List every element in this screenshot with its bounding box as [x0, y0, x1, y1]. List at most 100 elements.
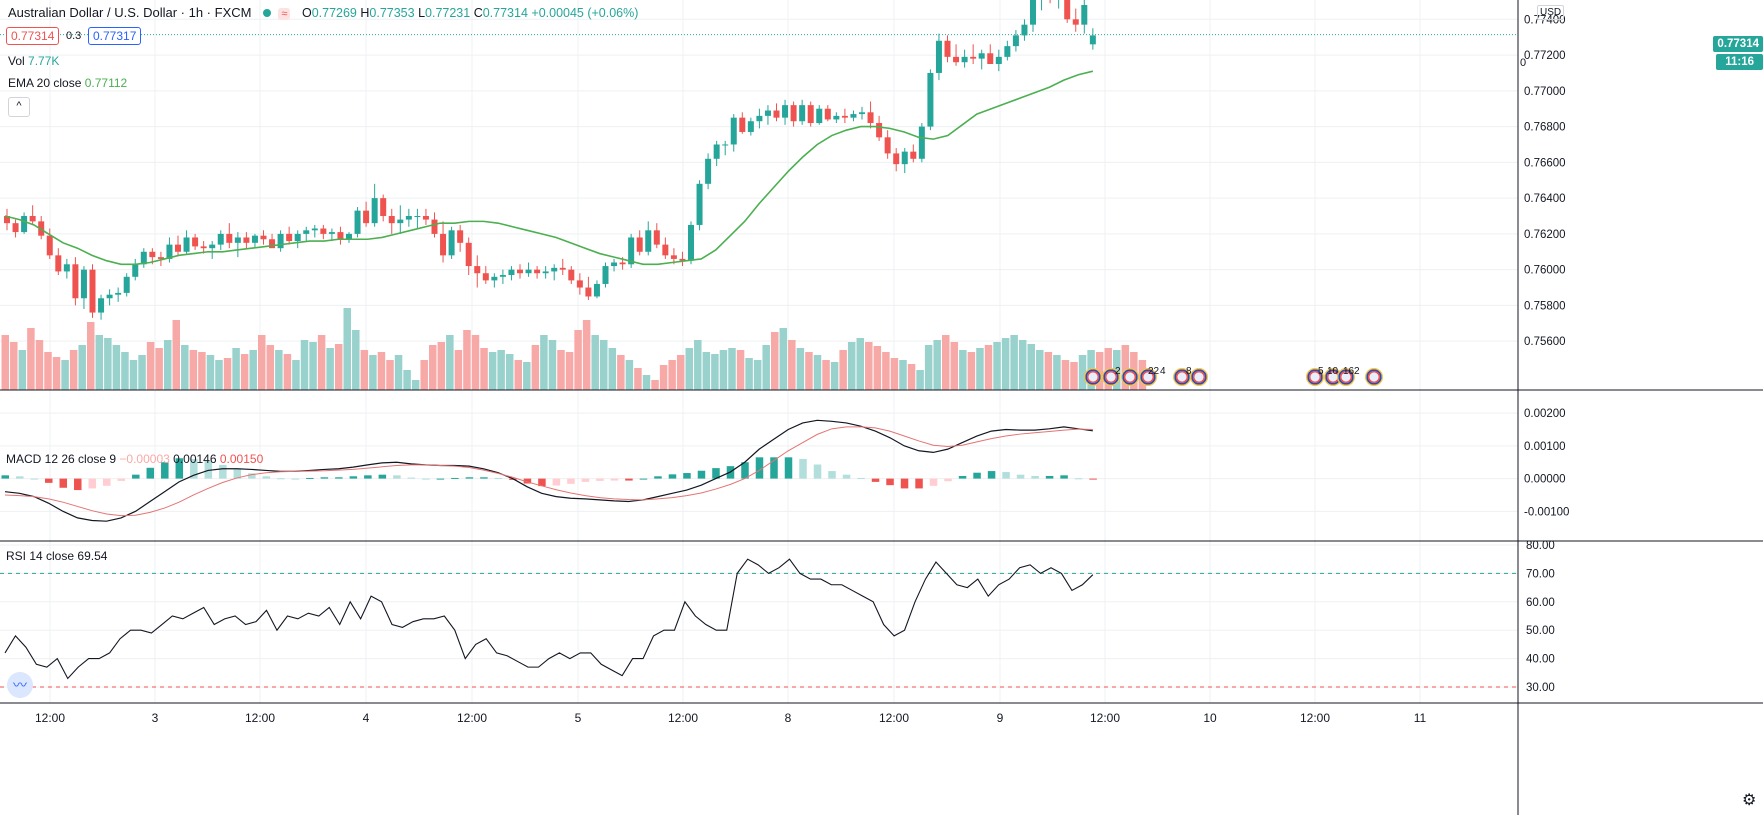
volume-bar [933, 340, 941, 390]
volume-bar [753, 360, 762, 390]
volume-bar [181, 345, 189, 390]
us-event-icon[interactable] [1084, 368, 1102, 386]
macd-histogram-bar [103, 478, 111, 486]
x-tick-label: 9 [997, 711, 1004, 725]
volume-bar [505, 354, 514, 390]
collapse-legend-button[interactable]: ^ [8, 97, 30, 117]
macd-histogram-bar [581, 478, 590, 482]
macd-histogram-bar [117, 478, 126, 481]
au-event-icon[interactable] [1190, 368, 1208, 386]
volume-bar [44, 352, 52, 390]
settings-gear-icon[interactable]: ⚙ [1742, 792, 1757, 809]
macd-histogram-bar [320, 477, 329, 479]
compare-icon[interactable]: ≈ [278, 8, 291, 20]
volume-bar [189, 350, 198, 390]
candle-body [311, 228, 318, 231]
currency-label[interactable]: USD [1537, 5, 1565, 20]
volume-bar [711, 354, 719, 390]
volume-bar [87, 322, 95, 390]
volume-bar [411, 380, 420, 390]
us-event-icon[interactable] [1121, 368, 1139, 386]
volume-bar [1053, 355, 1061, 390]
event-count: 22 [1148, 366, 1160, 377]
change-value: +0.00045 (+0.06%) [531, 6, 639, 20]
macd-tick-label: 0.00100 [1524, 441, 1566, 453]
tradingview-logo-icon[interactable]: 〰 [7, 672, 33, 698]
volume-bar [138, 355, 146, 390]
candle-body [568, 269, 575, 281]
macd-histogram-bar [30, 478, 39, 480]
volume-bar [813, 355, 822, 390]
candle-body [628, 237, 635, 265]
macd-histogram-bar [335, 477, 343, 479]
candle-body [705, 158, 712, 184]
macd-legend[interactable]: MACD 12 26 close 9 −0.00003 0.00146 0.00… [6, 452, 263, 466]
volume-bar [617, 355, 625, 390]
volume-bar [403, 370, 411, 390]
volume-bar [548, 340, 557, 390]
us-event-icon[interactable] [1337, 368, 1355, 386]
candle-body [371, 198, 378, 224]
candle-body [354, 210, 361, 234]
volume-bar [668, 360, 676, 390]
macd-histogram-bar [886, 478, 894, 486]
volume-legend[interactable]: Vol 7.77K [8, 54, 59, 68]
candle-body [157, 257, 164, 259]
volume-bar [736, 350, 745, 390]
macd-histogram-bar [88, 478, 97, 489]
us-event-icon[interactable] [1139, 368, 1157, 386]
price-tick-label: 0.77200 [1524, 50, 1566, 62]
candle-body [175, 244, 181, 252]
candle-body [397, 219, 404, 224]
candle-body [140, 251, 147, 265]
candle-body [534, 269, 541, 274]
candle-body [1004, 46, 1011, 57]
volume-bar [334, 344, 343, 390]
candle-body [747, 121, 754, 132]
candle-body [12, 223, 19, 233]
event-count: 5 [1318, 366, 1324, 377]
macd-histogram-bar [1, 475, 9, 479]
event-count: 16 [1343, 366, 1355, 377]
ema-legend[interactable]: EMA 20 close 0.77112 [8, 76, 127, 90]
macd-histogram-bar [16, 476, 24, 479]
macd-histogram-bar [538, 478, 546, 487]
sell-price-button[interactable]: 0.77314 [6, 27, 60, 45]
volume-bar [429, 345, 437, 390]
volume-bar [326, 348, 334, 390]
event-count: 10 [1327, 366, 1339, 377]
x-tick-label: 12:00 [879, 711, 909, 725]
us-event-icon[interactable] [1365, 368, 1383, 386]
volume-bar [745, 358, 753, 390]
volume-bar [377, 352, 386, 390]
macd-histogram-bar [494, 477, 503, 479]
candle-body [850, 114, 857, 118]
volume-bar [514, 360, 522, 390]
candle-body [269, 239, 276, 249]
rsi-legend[interactable]: RSI 14 close 69.54 [6, 549, 107, 563]
candle-body [730, 117, 737, 145]
ema20-line [4, 70, 1094, 266]
macd-histogram-bar [436, 478, 445, 480]
candle-body [380, 198, 387, 217]
volume-value: 7.77K [28, 54, 60, 68]
candle-body [739, 117, 746, 132]
us-event-icon[interactable] [1102, 368, 1120, 386]
volume-bar [1010, 335, 1018, 390]
candle-body [21, 216, 28, 233]
macd-histogram-bar [378, 474, 387, 479]
volume-bar [369, 355, 377, 390]
volume-bar [10, 342, 18, 390]
us-event-icon[interactable] [1306, 368, 1324, 386]
buy-price-button[interactable]: 0.77317 [88, 27, 142, 45]
macd-histogram-bar [842, 474, 851, 479]
x-tick-label: 12:00 [668, 711, 698, 725]
volume-bar [728, 348, 736, 390]
candle-body [251, 235, 258, 243]
candle-body [1021, 24, 1028, 36]
symbol-title[interactable]: Australian Dollar / U.S. Dollar · 1h · F… [8, 5, 252, 20]
macd-histogram-bar [523, 478, 532, 484]
us-event-icon[interactable] [1173, 368, 1191, 386]
candle-body [482, 273, 489, 281]
